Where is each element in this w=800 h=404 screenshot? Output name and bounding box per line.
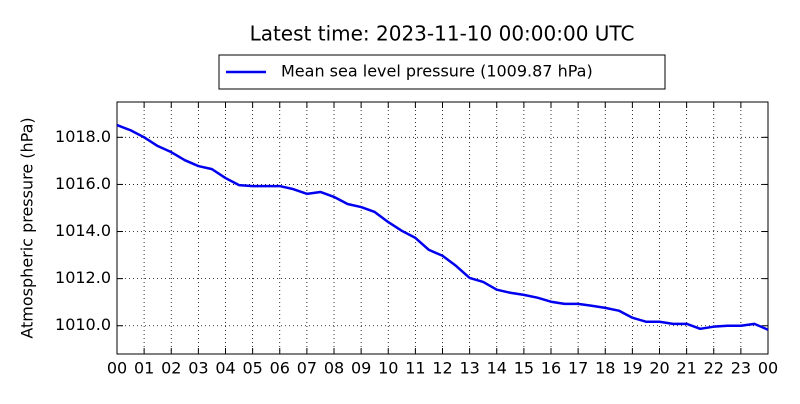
x-tick-label: 08 bbox=[324, 359, 344, 378]
x-tick-label: 20 bbox=[649, 359, 669, 378]
legend-label: Mean sea level pressure (1009.87 hPa) bbox=[281, 62, 593, 81]
x-tick-label: 23 bbox=[731, 359, 751, 378]
line-series bbox=[116, 123, 769, 331]
x-tick-label: 00 bbox=[107, 359, 127, 378]
x-tick-label: 04 bbox=[215, 359, 235, 378]
x-tick-label: 09 bbox=[351, 359, 371, 378]
plot-frame bbox=[116, 101, 769, 355]
x-tick-label: 17 bbox=[568, 359, 588, 378]
y-tick-label: 1016.0 bbox=[55, 174, 111, 193]
x-tick-label: 00 bbox=[758, 359, 778, 378]
x-tick-label: 14 bbox=[487, 359, 507, 378]
x-tick-label: 10 bbox=[378, 359, 398, 378]
x-tick-label: 06 bbox=[270, 359, 290, 378]
x-tick-label: 02 bbox=[161, 359, 181, 378]
x-tick-label: 07 bbox=[297, 359, 317, 378]
x-tick-label: 01 bbox=[134, 359, 154, 378]
x-tick-label: 16 bbox=[541, 359, 561, 378]
x-tick-label: 21 bbox=[676, 359, 696, 378]
x-tick-label: 05 bbox=[242, 359, 262, 378]
y-tick-label: 1012.0 bbox=[55, 268, 111, 287]
y-axis-label: Atmospheric pressure (hPa) bbox=[18, 117, 37, 338]
x-tick-label: 19 bbox=[622, 359, 642, 378]
y-tick-label: 1010.0 bbox=[55, 315, 111, 334]
y-tick-label: 1018.0 bbox=[55, 127, 111, 146]
x-tick-label: 15 bbox=[514, 359, 534, 378]
x-tick-label: 03 bbox=[188, 359, 208, 378]
x-tick-label: 11 bbox=[405, 359, 425, 378]
chart-title: Latest time: 2023-11-10 00:00:00 UTC bbox=[250, 22, 635, 46]
y-tick-label: 1014.0 bbox=[55, 221, 111, 240]
x-tick-label: 13 bbox=[459, 359, 479, 378]
x-tick-label: 22 bbox=[704, 359, 724, 378]
legend-box bbox=[218, 54, 666, 90]
x-tick-label: 12 bbox=[432, 359, 452, 378]
x-tick-label: 18 bbox=[595, 359, 615, 378]
